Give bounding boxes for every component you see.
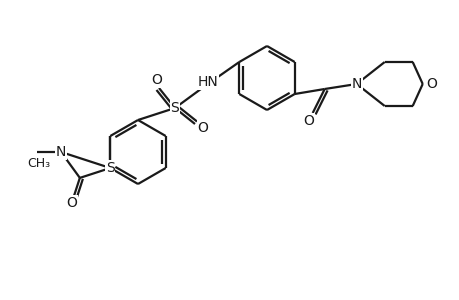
Text: S: S: [106, 161, 114, 175]
Text: HN: HN: [197, 75, 218, 89]
Text: O: O: [302, 114, 313, 128]
Text: CH₃: CH₃: [28, 157, 50, 170]
Text: O: O: [151, 73, 162, 87]
Text: O: O: [197, 121, 208, 135]
Text: S: S: [170, 101, 179, 115]
Text: O: O: [425, 77, 436, 91]
Text: O: O: [66, 196, 77, 210]
Text: N: N: [351, 77, 361, 91]
Text: N: N: [56, 145, 66, 159]
